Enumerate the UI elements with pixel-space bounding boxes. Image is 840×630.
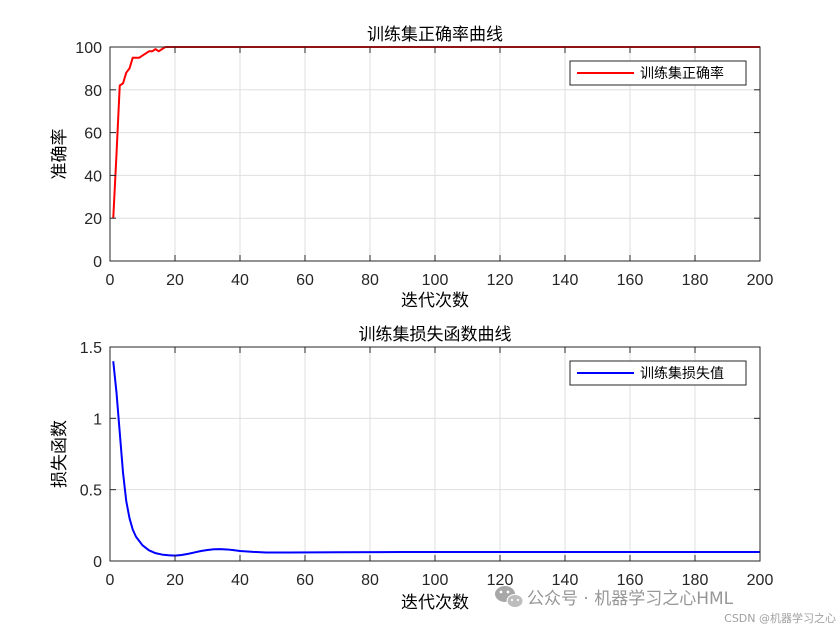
accuracy-y-tick-label: 60	[84, 126, 102, 143]
loss-x-tick-label: 160	[617, 572, 644, 589]
accuracy-x-tick-label: 40	[231, 272, 249, 289]
accuracy-x-axis-label: 迭代次数	[401, 291, 469, 311]
loss-x-axis-label: 迭代次数	[401, 593, 469, 613]
loss-y-axis-label: 损失函数	[50, 420, 70, 488]
loss-series-line	[112, 361, 760, 557]
loss-x-tick-label: 120	[487, 572, 514, 589]
accuracy-y-tick-label: 40	[84, 168, 102, 185]
loss-subplot: 0 20 40 60 80 100 120 140 160 180 200 0 0.5 1 1.5 训练集损…	[50, 325, 773, 613]
accuracy-x-tick-label: 20	[166, 272, 184, 289]
watermark: 公众号 · 机器学习之心HML CSDN @机器学习之心	[495, 586, 836, 625]
accuracy-legend: 训练集正确率	[569, 60, 747, 86]
accuracy-x-tick-label: 80	[361, 272, 379, 289]
loss-y-tick-label: 1	[93, 411, 102, 428]
accuracy-x-tick-label: 120	[487, 272, 514, 289]
accuracy-subplot: 0 20 40 60 80 100 120 140 160 180 200020406080100 …	[50, 25, 773, 311]
loss-y-tick-label: 1.5	[80, 340, 102, 357]
loss-legend: 训练集损失值	[569, 360, 747, 386]
accuracy-x-tick-label: 140	[552, 272, 579, 289]
loss-x-tick-label: 140	[552, 572, 579, 589]
loss-x-tick-label: 200	[747, 572, 774, 589]
loss-lines	[112, 361, 760, 557]
accuracy-y-tick-label: 80	[84, 83, 102, 100]
accuracy-x-tick-label: 160	[617, 272, 644, 289]
accuracy-x-tick-label: 180	[682, 272, 709, 289]
accuracy-x-tick-label: 60	[296, 272, 314, 289]
accuracy-ticks: 0 20 40 60 80 100 120 140 160 180 200 0 20 40 60 80 100	[75, 40, 773, 289]
loss-x-tick-label: 40	[231, 572, 249, 589]
accuracy-legend-label: 训练集正确率	[640, 65, 724, 82]
wechat-icon	[495, 586, 524, 608]
loss-y-tick-label: 0.5	[80, 483, 102, 500]
accuracy-x-tick-label: 0	[106, 272, 115, 289]
loss-x-tick-label: 0	[106, 572, 115, 589]
accuracy-y-tick-label: 100	[75, 40, 102, 57]
loss-y-tick-label: 0	[93, 554, 102, 571]
loss-x-tick-label: 180	[682, 572, 709, 589]
loss-x-tick-label: 80	[361, 572, 379, 589]
accuracy-y-tick-label: 0	[93, 254, 102, 271]
accuracy-y-tick-label: 20	[84, 211, 102, 228]
loss-x-tick-label: 100	[422, 572, 449, 589]
watermark-line1: 公众号 · 机器学习之心HML	[527, 589, 734, 609]
loss-ticks: 0 20 40 60 80 100 120 140 160 180 200 0 0.5 1 1.5	[80, 340, 774, 589]
accuracy-x-tick-label: 100	[422, 272, 449, 289]
accuracy-y-axis-label: 准确率	[50, 129, 70, 180]
watermark-line2: CSDN @机器学习之心	[724, 611, 836, 625]
loss-chart-title: 训练集损失函数曲线	[359, 325, 512, 345]
accuracy-x-tick-label: 200	[747, 272, 774, 289]
loss-x-tick-label: 60	[296, 572, 314, 589]
loss-legend-label: 训练集损失值	[640, 365, 724, 382]
accuracy-chart-title: 训练集正确率曲线	[367, 25, 503, 45]
loss-x-tick-label: 20	[166, 572, 184, 589]
